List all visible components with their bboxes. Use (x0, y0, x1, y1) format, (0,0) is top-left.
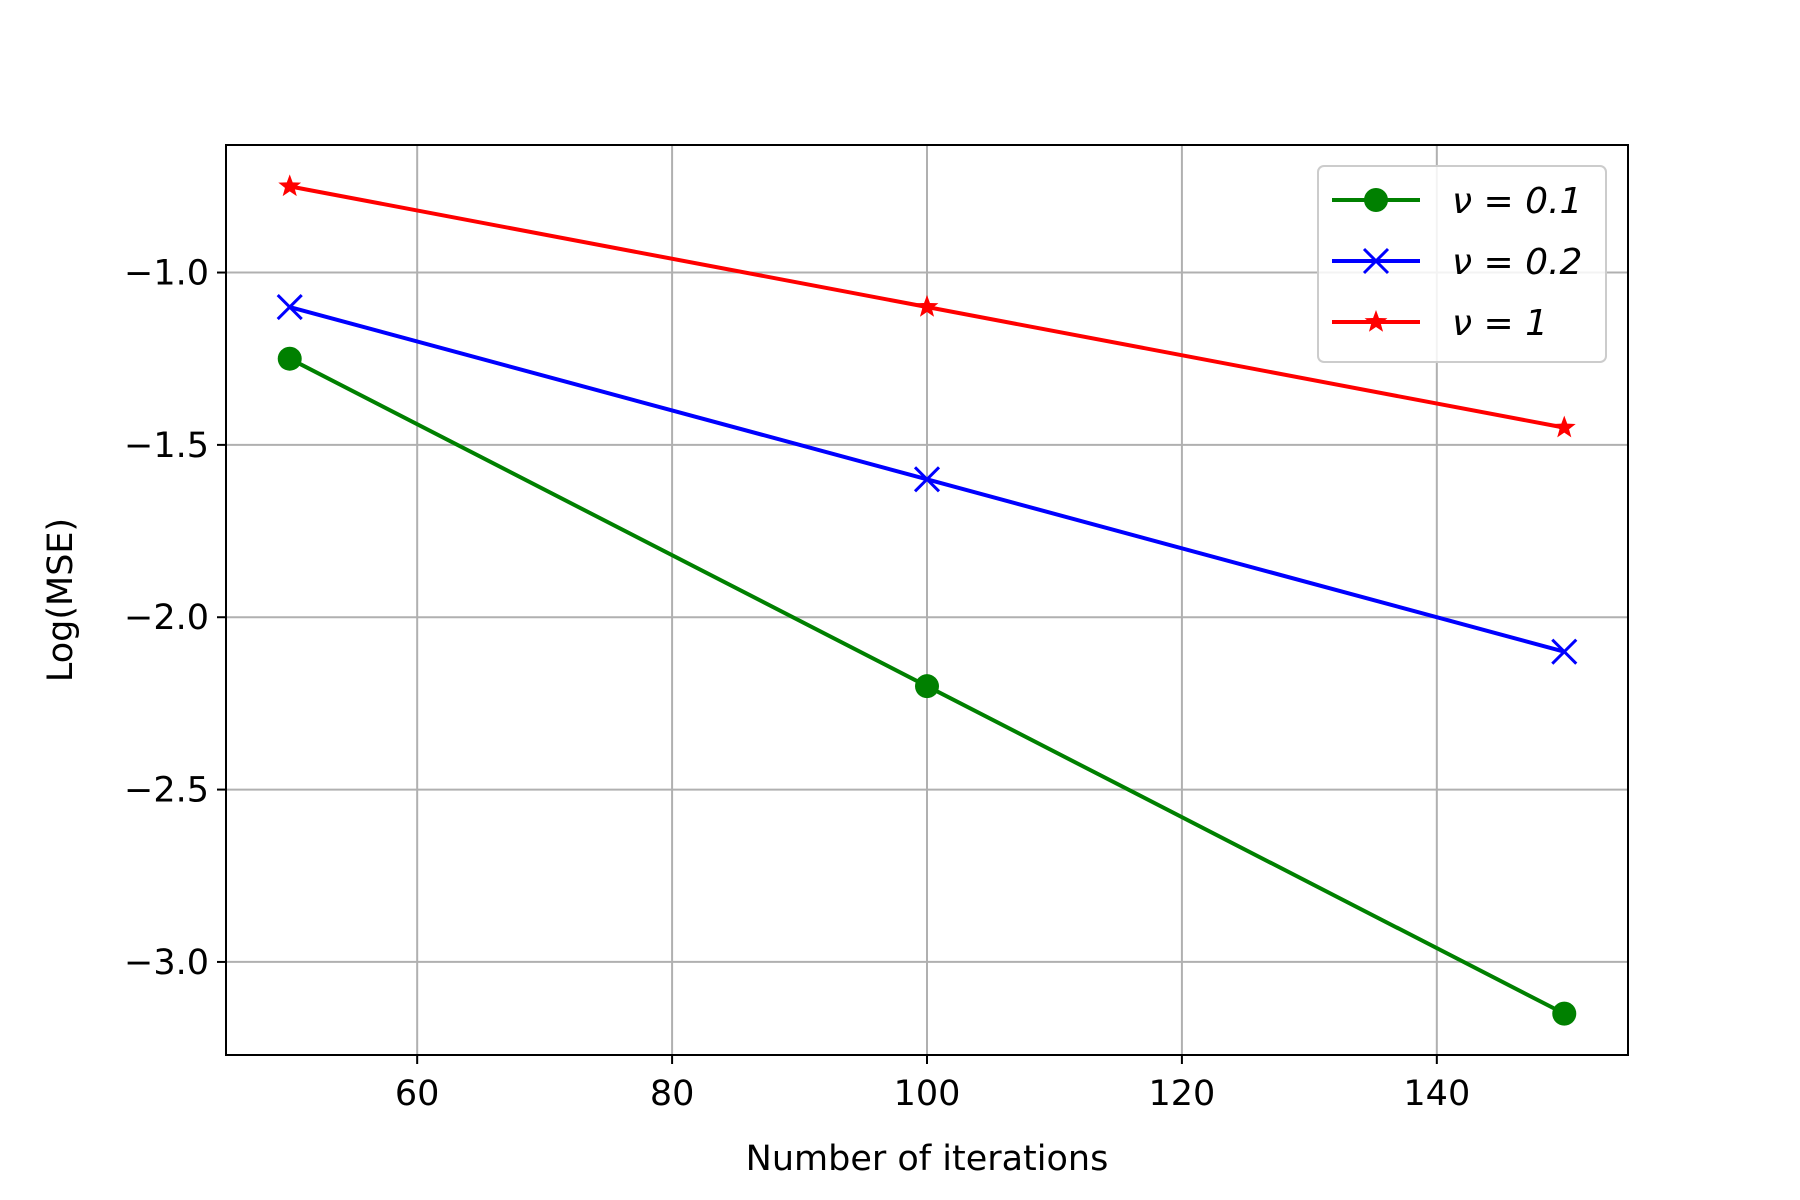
series-1-point (277, 346, 302, 371)
legend-marker-3 (1364, 310, 1388, 332)
x-tick-label: 140 (1403, 1074, 1470, 1114)
x-tick-label: 60 (395, 1074, 440, 1114)
series-1-point (915, 674, 939, 699)
legend: ν = 0.1 ν = 0.2 ν = 1 (1317, 165, 1607, 363)
series-2-point-stroke (913, 466, 941, 493)
y-tick-label: −2.5 (124, 771, 209, 811)
y-tick-label: −2.0 (124, 598, 209, 638)
series-3-point (278, 174, 302, 197)
legend-box (1317, 165, 1607, 363)
series-3-point (915, 295, 939, 317)
y-tick-label: −3.0 (124, 943, 209, 983)
legend-label-3: ν = 1 (1452, 303, 1548, 344)
series-2-point (276, 293, 303, 321)
legend-marker-2-stroke (1362, 247, 1390, 275)
series-2-point (913, 466, 941, 493)
series-3-point (1552, 415, 1576, 438)
series-markers (276, 174, 1578, 1026)
y-tick-label: −1.0 (124, 254, 209, 294)
legend-label-1: ν = 0.1 (1452, 181, 1582, 222)
x-axis-label: Number of iterations (746, 1139, 1109, 1179)
x-tick-label: 100 (894, 1074, 961, 1114)
x-tick-label: 120 (1149, 1074, 1216, 1114)
legend-marker-2 (1362, 247, 1390, 275)
series-2-point (1551, 638, 1578, 665)
legend-label-2: ν = 0.2 (1452, 242, 1582, 283)
series-2-point-stroke (1551, 638, 1578, 665)
y-axis-label: Log(MSE) (41, 518, 81, 682)
axis-ticks: 60 80 100 120 140 −1.0 −1.5 −2.0 −2.5 −3.0 (124, 254, 1470, 1114)
y-tick-label: −1.5 (124, 426, 209, 466)
series-1-point (1552, 1001, 1577, 1026)
x-tick-label: 80 (650, 1074, 695, 1114)
series-2-point-stroke (276, 293, 303, 321)
legend-marker-1 (1364, 188, 1388, 212)
